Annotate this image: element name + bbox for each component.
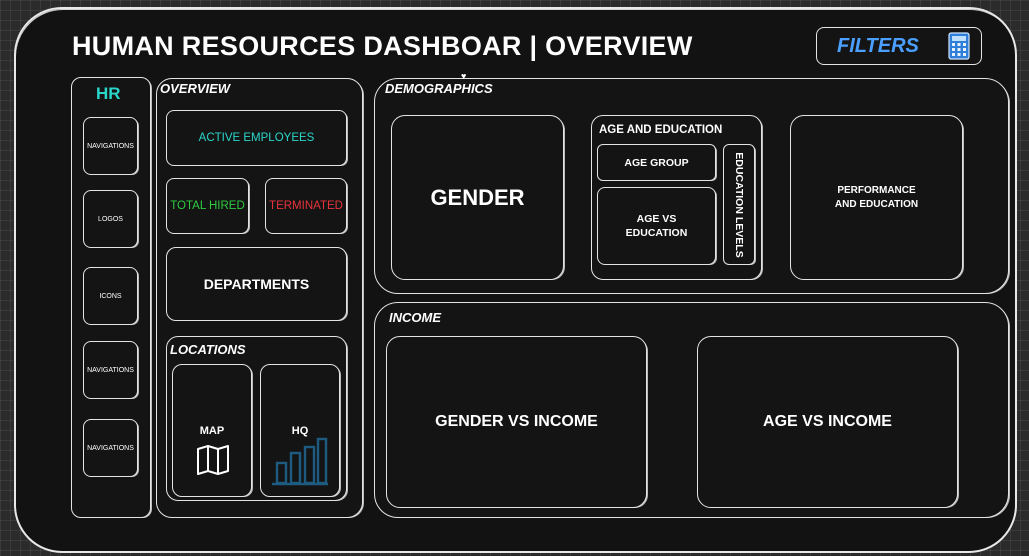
age-vs-education-line2: EDUCATION — [625, 227, 688, 239]
performance-line2: AND EDUCATION — [834, 198, 919, 210]
age-vs-income-card[interactable]: AGE VS INCOME — [697, 336, 958, 508]
departments-card[interactable]: DEPARTMENTS — [166, 247, 347, 321]
age-vs-education-line1: AGE VS — [636, 213, 677, 225]
hq-label: HQ — [291, 425, 309, 437]
filters-button[interactable]: FILTERS — [816, 27, 982, 65]
terminated-card[interactable]: TERMINATED — [265, 178, 347, 234]
education-levels-label: EDUCATION LEVELS — [733, 151, 745, 258]
age-group-card[interactable]: AGE GROUP — [597, 144, 716, 181]
age-vs-income-label: AGE VS INCOME — [763, 413, 892, 430]
locations-section-label: LOCATIONS — [170, 342, 246, 357]
hq-card[interactable]: HQ — [260, 364, 340, 497]
cursor-marker-icon: ♥ — [461, 71, 467, 81]
map-card[interactable]: MAP — [172, 364, 252, 497]
performance-education-card[interactable]: PERFORMANCE AND EDUCATION — [790, 115, 963, 280]
active-employees-card[interactable]: ACTIVE EMPLOYEES — [166, 110, 347, 166]
calculator-icon — [947, 32, 971, 65]
sidebar-brand: HR — [96, 84, 121, 103]
sidebar-item-navigations-3[interactable]: NAVIGATIONS — [83, 419, 138, 477]
demographics-section-label: DEMOGRAPHICS — [385, 81, 493, 96]
sidebar-item-navigations-2[interactable]: NAVIGATIONS — [83, 341, 138, 399]
total-hired-label: TOTAL HIRED — [170, 200, 245, 212]
departments-label: DEPARTMENTS — [203, 276, 310, 292]
page-title: HUMAN RESOURCES DASHBOAR | OVERVIEW — [72, 31, 693, 61]
sidebar-item-label: ICONS — [99, 292, 122, 300]
terminated-label: TERMINATED — [269, 200, 343, 212]
active-employees-label: ACTIVE EMPLOYEES — [198, 132, 315, 144]
sidebar-item-label: NAVIGATIONS — [87, 142, 134, 150]
map-icon — [197, 445, 229, 480]
age-group-label: AGE GROUP — [624, 156, 689, 169]
gender-card[interactable]: GENDER — [391, 115, 564, 280]
sidebar-item-label: NAVIGATIONS — [87, 444, 134, 452]
sidebar-item-label: NAVIGATIONS — [87, 366, 134, 374]
sidebar-item-navigations[interactable]: NAVIGATIONS — [83, 117, 138, 175]
gender-vs-income-label: GENDER VS INCOME — [435, 413, 598, 430]
sidebar-item-logos[interactable]: LOGOS — [83, 190, 138, 248]
gender-vs-income-card[interactable]: GENDER VS INCOME — [386, 336, 647, 508]
age-vs-education-card[interactable]: AGE VS EDUCATION — [597, 187, 716, 265]
gender-label: GENDER — [430, 184, 525, 210]
sidebar-item-icons[interactable]: ICONS — [83, 267, 138, 325]
overview-section-label: OVERVIEW — [160, 81, 231, 96]
map-label: MAP — [199, 425, 225, 437]
performance-line1: PERFORMANCE — [837, 184, 916, 196]
bar-chart-icon — [271, 437, 329, 492]
education-levels-card[interactable]: EDUCATION LEVELS — [723, 144, 755, 265]
total-hired-card[interactable]: TOTAL HIRED — [166, 178, 249, 234]
age-education-section-label: AGE AND EDUCATION — [599, 124, 723, 136]
income-section-label: INCOME — [389, 310, 441, 325]
filters-label: FILTERS — [837, 35, 919, 57]
sidebar-item-label: LOGOS — [98, 215, 123, 223]
